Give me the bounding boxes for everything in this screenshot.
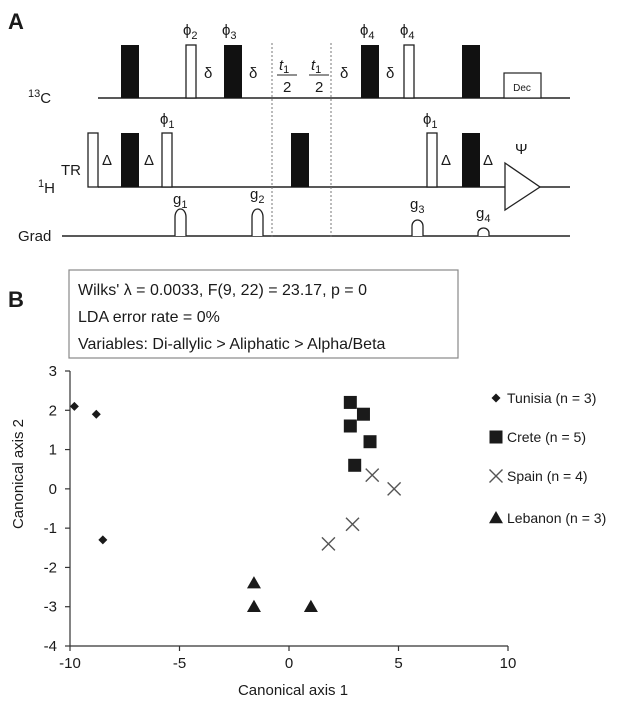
y-tick-group: 3 2 1 0 -1 -2 -3 -4 (44, 363, 70, 655)
phase-label-phi4: ϕ4 (400, 22, 415, 42)
legend-marker-spain (489, 469, 503, 483)
y-axis-title: Canonical axis 2 (10, 419, 27, 529)
data-point-spain (345, 517, 360, 532)
t1-half-delay: t1 2 (277, 57, 297, 96)
c13-180-pulse (224, 45, 242, 98)
y-tick-label: 3 (49, 363, 57, 380)
y-tick-label: 1 (49, 442, 57, 459)
delay-Delta: Δ (102, 152, 112, 169)
legend-label-crete: Crete (n = 5) (507, 429, 586, 445)
stats-line-1: Wilks' λ = 0.0033, F(9, 22) = 23.17, p =… (78, 282, 367, 299)
h1-180-pulse (121, 133, 139, 187)
data-points (69, 395, 402, 612)
y-tick-label: 0 (49, 481, 57, 498)
data-point-crete (356, 407, 370, 421)
delay-delta: δ (204, 65, 212, 82)
legend-label-lebanon: Lebanon (n = 3) (507, 510, 606, 526)
delay-delta: δ (249, 65, 257, 82)
phase-label-phi2: ϕ2 (183, 22, 198, 42)
data-point-lebanon (303, 599, 318, 612)
delay-Delta: Δ (441, 152, 451, 169)
c13-180-pulse (462, 45, 480, 98)
dec-label: Dec (513, 83, 531, 94)
svg-text:t1: t1 (279, 57, 289, 76)
data-point-crete (343, 395, 357, 409)
legend-marker-crete (489, 430, 503, 444)
delay-delta: δ (386, 65, 394, 82)
data-point-lebanon (246, 599, 261, 612)
gradient-pulse-g3 (411, 219, 424, 236)
x-axis-title: Canonical axis 1 (238, 682, 348, 699)
acquisition-triangle (504, 161, 542, 212)
delay-delta: δ (340, 65, 348, 82)
data-point-tunisia (69, 401, 79, 411)
x-tick-label: -10 (59, 655, 81, 672)
gradient-label-g2: g2 (250, 186, 264, 206)
h1-90-pulse (161, 132, 173, 188)
gradient-label-g4: g4 (476, 205, 490, 225)
data-point-tunisia (91, 409, 101, 419)
phase-label-phi3: ϕ3 (222, 22, 237, 42)
x-tick-label: 5 (394, 655, 402, 672)
canonical-scatter-panel: B Wilks' λ = 0.0033, F(9, 22) = 23.17, p… (8, 269, 606, 699)
gradient-label-g1: g1 (173, 191, 187, 211)
y-tick-label: 2 (49, 402, 57, 419)
x-tick-group: -10 -5 0 5 10 (59, 646, 516, 672)
legend-label-spain: Spain (n = 4) (507, 468, 588, 484)
tr-pulse (87, 132, 99, 188)
data-point-crete (343, 419, 357, 433)
decoupling-block (503, 72, 542, 99)
c13-180-pulse (361, 45, 379, 98)
h1-channel-label: 1H (38, 178, 55, 197)
pulse-sequence-diagram: A 13C 1H Grad Dec ϕ2 ϕ3 ϕ4 ϕ4 δ δ δ δ t (8, 9, 570, 245)
legend: Tunisia (n = 3) Crete (n = 5) Spain (n = 4… (489, 390, 606, 526)
phase-label-phi1: ϕ1 (423, 111, 438, 131)
data-point-lebanon (246, 576, 261, 589)
data-point-spain (321, 536, 336, 551)
data-point-crete (348, 458, 362, 472)
stats-line-2: LDA error rate = 0% (78, 309, 220, 326)
panel-b-label: B (8, 287, 24, 312)
phase-label-phi4: ϕ4 (360, 22, 375, 42)
h1-180-pulse (291, 133, 309, 187)
c13-channel-label: 13C (28, 88, 51, 107)
delay-Delta: Δ (483, 152, 493, 169)
x-tick-label: 10 (500, 655, 517, 672)
phase-label-phi1: ϕ1 (160, 111, 175, 131)
stats-box: Wilks' λ = 0.0033, F(9, 22) = 23.17, p =… (68, 269, 459, 359)
tr-label: TR (61, 162, 81, 179)
data-point-tunisia (98, 535, 108, 545)
y-tick-label: -2 (44, 559, 57, 576)
x-tick-label: 0 (285, 655, 293, 672)
y-tick-label: -3 (44, 599, 57, 616)
h1-90-pulse (426, 132, 438, 188)
stats-line-3: Variables: Di-allylic > Aliphatic > Alph… (78, 336, 386, 353)
phase-label-psi: Ψ (515, 141, 528, 158)
legend-label-tunisia: Tunisia (n = 3) (507, 390, 596, 406)
svg-text:2: 2 (283, 79, 291, 96)
legend-marker-lebanon (489, 511, 503, 524)
t1-half-delay: t1 2 (309, 57, 329, 96)
gradient-pulse-g2 (251, 208, 264, 236)
h1-180-pulse (462, 133, 480, 187)
data-point-spain (387, 481, 402, 496)
c13-90-pulse (185, 44, 197, 99)
svg-text:t1: t1 (311, 57, 321, 76)
data-point-crete (363, 435, 377, 449)
gradient-pulse-g1 (174, 208, 187, 236)
panel-a-label: A (8, 9, 24, 34)
svg-text:2: 2 (315, 79, 323, 96)
c13-180-pulse (121, 45, 139, 98)
delay-Delta: Δ (144, 152, 154, 169)
c13-90-pulse (403, 44, 415, 99)
x-tick-label: -5 (173, 655, 186, 672)
data-point-spain (365, 468, 380, 483)
y-tick-label: -4 (44, 638, 57, 655)
gradient-label-g3: g3 (410, 196, 424, 216)
y-tick-label: -1 (44, 520, 57, 537)
legend-marker-tunisia (491, 393, 501, 403)
grad-channel-label: Grad (18, 228, 51, 245)
gradient-pulse-g4 (477, 227, 490, 236)
